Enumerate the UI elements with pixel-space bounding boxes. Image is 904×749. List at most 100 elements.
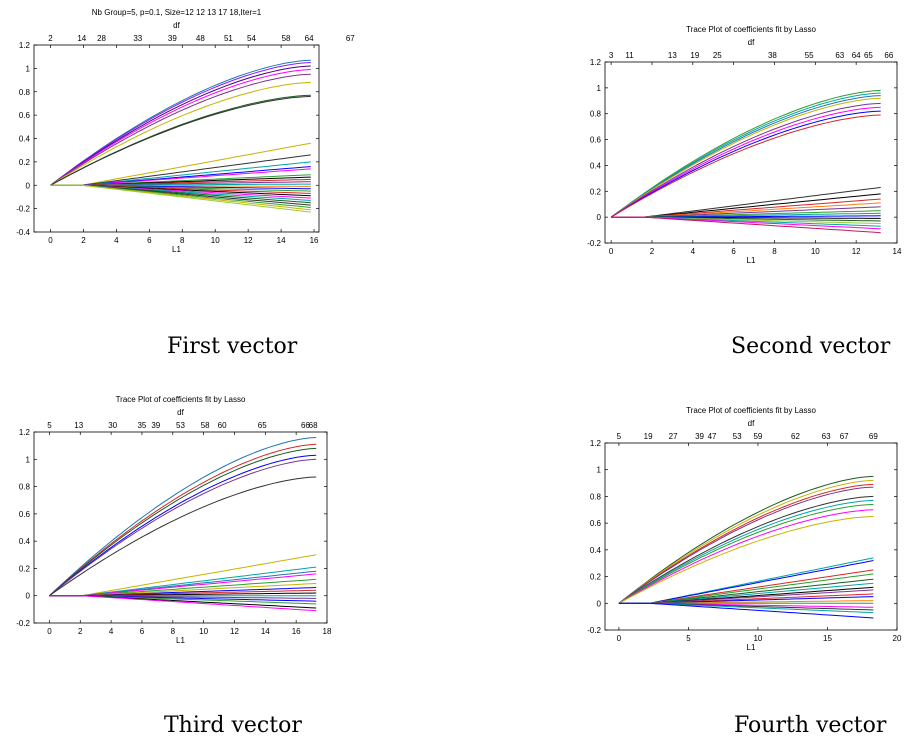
y-tick-label: 1.2	[19, 41, 31, 50]
df-tick-label: 27	[669, 432, 678, 441]
y-tick-label: 0.2	[590, 187, 602, 196]
y-tick-label: 1	[597, 84, 602, 93]
y-tick-label: 0.6	[590, 136, 602, 145]
y-tick-label: 0.4	[590, 161, 602, 170]
series-line	[49, 554, 317, 597]
x-tick-label: 14	[277, 236, 286, 245]
df-tick-label: 51	[224, 34, 233, 43]
df-tick-label: 67	[346, 34, 355, 43]
top-axis-label: df	[748, 38, 755, 47]
chart-title: Nb Group=5, p=0.1, Size=12 12 13 17 18,I…	[92, 8, 262, 17]
x-tick-label: 8	[180, 236, 185, 245]
df-tick-label: 58	[282, 34, 291, 43]
df-tick-label: 66	[884, 51, 893, 60]
series-line	[49, 566, 317, 597]
series-line	[618, 479, 874, 604]
series-line	[611, 193, 881, 218]
x-tick-label: 0	[609, 247, 614, 256]
top-axis-label: df	[173, 21, 180, 30]
x-tick-label: 0	[617, 634, 622, 643]
x-tick-label: 10	[753, 634, 762, 643]
df-tick-label: 13	[74, 421, 83, 430]
df-tick-label: 62	[791, 432, 800, 441]
x-tick-label: 15	[823, 634, 832, 643]
series-line	[618, 589, 874, 604]
series-line	[50, 62, 311, 186]
x-tick-label: 4	[114, 236, 119, 245]
y-tick-label: 1	[26, 64, 31, 73]
df-tick-label: 35	[137, 421, 146, 430]
y-tick-label: 0.6	[590, 519, 602, 528]
df-tick-label: 67	[840, 432, 849, 441]
df-tick-label: 53	[733, 432, 742, 441]
df-tick-label: 69	[869, 432, 878, 441]
x-tick-label: 14	[261, 627, 270, 636]
x-tick-label: 12	[244, 236, 253, 245]
y-tick-label: 1.2	[590, 58, 602, 67]
df-tick-label: 19	[690, 51, 699, 60]
y-tick-label: 0	[597, 599, 602, 608]
x-tick-label: 20	[893, 634, 902, 643]
series-line	[618, 509, 874, 604]
y-tick-label: 0.4	[590, 546, 602, 555]
df-tick-label: 65	[864, 51, 873, 60]
chart-title: Trace Plot of coefficients fit by Lasso	[116, 395, 246, 404]
x-axis-label: L1	[747, 643, 756, 652]
series-line	[50, 142, 311, 186]
chart-title: Trace Plot of coefficients fit by Lasso	[686, 25, 816, 34]
df-tick-label: 39	[695, 432, 704, 441]
series-line	[50, 184, 311, 213]
df-tick-label: 48	[196, 34, 205, 43]
x-tick-label: 5	[686, 634, 691, 643]
y-tick-label: 1	[26, 455, 31, 464]
series-line	[49, 582, 317, 597]
x-tick-label: 12	[852, 247, 861, 256]
df-tick-label: 54	[247, 34, 256, 43]
y-tick-label: 1.2	[590, 439, 602, 448]
series-line	[50, 59, 311, 186]
x-tick-label: 0	[48, 236, 53, 245]
chart-panel-third: Trace Plot of coefficients fit by Lasso d…	[16, 395, 332, 645]
x-tick-label: 6	[731, 247, 736, 256]
series-line	[50, 65, 311, 186]
series-line	[618, 495, 874, 604]
series-line	[49, 578, 317, 597]
caption-first-vector: First vector	[167, 334, 298, 359]
chart-panel-first: Nb Group=5, p=0.1, Size=12 12 13 17 18,I…	[16, 8, 355, 254]
axes-frame	[604, 442, 898, 631]
y-tick-label: -0.2	[16, 619, 30, 628]
df-tick-label: 64	[305, 34, 314, 43]
y-tick-label: -0.2	[587, 626, 601, 635]
df-tick-label: 63	[822, 432, 831, 441]
df-tick-label: 39	[168, 34, 177, 43]
series-line	[610, 89, 881, 218]
series-line	[610, 110, 881, 218]
series-line	[49, 458, 317, 597]
x-tick-label: 6	[147, 236, 152, 245]
df-tick-label: 5	[617, 432, 622, 441]
df-tick-label: 11	[625, 51, 634, 60]
caption-fourth-vector: Fourth vector	[734, 713, 887, 738]
x-tick-label: 2	[81, 236, 86, 245]
axes-frame	[604, 61, 898, 244]
x-axis-label: L1	[747, 256, 756, 265]
chart-title: Trace Plot of coefficients fit by Lasso	[686, 406, 816, 415]
series-line	[611, 198, 881, 218]
x-tick-label: 6	[140, 627, 145, 636]
caption-third-vector: Third vector	[164, 713, 302, 738]
series-line	[618, 573, 874, 604]
df-tick-label: 64	[852, 51, 861, 60]
series-line	[49, 454, 317, 597]
series-line	[611, 216, 881, 230]
series-line	[49, 476, 317, 597]
x-tick-label: 0	[47, 627, 52, 636]
top-axis-label: df	[177, 408, 184, 417]
chart-panel-second: Trace Plot of coefficients fit by Lasso d…	[587, 25, 902, 265]
series-line	[610, 106, 881, 218]
series-line	[618, 596, 874, 604]
series-line	[49, 437, 317, 597]
series-group	[618, 475, 874, 619]
series-line	[618, 582, 874, 604]
df-tick-label: 39	[151, 421, 160, 430]
x-tick-label: 14	[893, 247, 902, 256]
